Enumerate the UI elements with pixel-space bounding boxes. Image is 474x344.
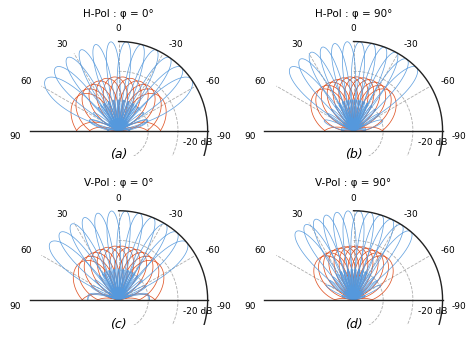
Text: 90: 90	[244, 302, 255, 311]
Text: 60: 60	[20, 77, 31, 86]
Text: 30: 30	[292, 41, 303, 50]
Text: -90: -90	[217, 302, 231, 311]
Title: V-Pol : φ = 90°: V-Pol : φ = 90°	[315, 179, 392, 189]
Text: -60: -60	[206, 77, 220, 86]
Text: -90: -90	[452, 132, 466, 141]
Text: -60: -60	[441, 77, 456, 86]
Text: 90: 90	[244, 132, 255, 141]
Text: -60: -60	[441, 246, 456, 255]
Text: 90: 90	[9, 302, 20, 311]
Text: 60: 60	[255, 246, 266, 255]
Text: -30: -30	[169, 210, 183, 219]
Text: -30: -30	[404, 210, 419, 219]
Text: 60: 60	[255, 77, 266, 86]
Text: (d): (d)	[345, 318, 362, 331]
Title: V-Pol : φ = 0°: V-Pol : φ = 0°	[84, 179, 153, 189]
Text: 30: 30	[57, 41, 68, 50]
Text: -20 dB: -20 dB	[418, 138, 447, 147]
Text: 60: 60	[20, 246, 31, 255]
Title: H-Pol : φ = 0°: H-Pol : φ = 0°	[83, 9, 154, 19]
Text: (a): (a)	[110, 148, 128, 161]
Text: -20 dB: -20 dB	[183, 138, 212, 147]
Text: -60: -60	[206, 246, 220, 255]
Text: (b): (b)	[345, 148, 362, 161]
Text: -20 dB: -20 dB	[418, 307, 447, 316]
Text: -90: -90	[452, 302, 466, 311]
Text: 90: 90	[9, 132, 20, 141]
Text: 30: 30	[57, 210, 68, 219]
Text: (c): (c)	[110, 318, 127, 331]
Text: -90: -90	[217, 132, 231, 141]
Text: -20 dB: -20 dB	[183, 307, 212, 316]
Text: -30: -30	[404, 41, 419, 50]
Text: 0: 0	[351, 194, 356, 203]
Text: 0: 0	[116, 24, 121, 33]
Text: -30: -30	[169, 41, 183, 50]
Text: 0: 0	[351, 24, 356, 33]
Text: 30: 30	[292, 210, 303, 219]
Text: 0: 0	[116, 194, 121, 203]
Title: H-Pol : φ = 90°: H-Pol : φ = 90°	[315, 9, 392, 19]
